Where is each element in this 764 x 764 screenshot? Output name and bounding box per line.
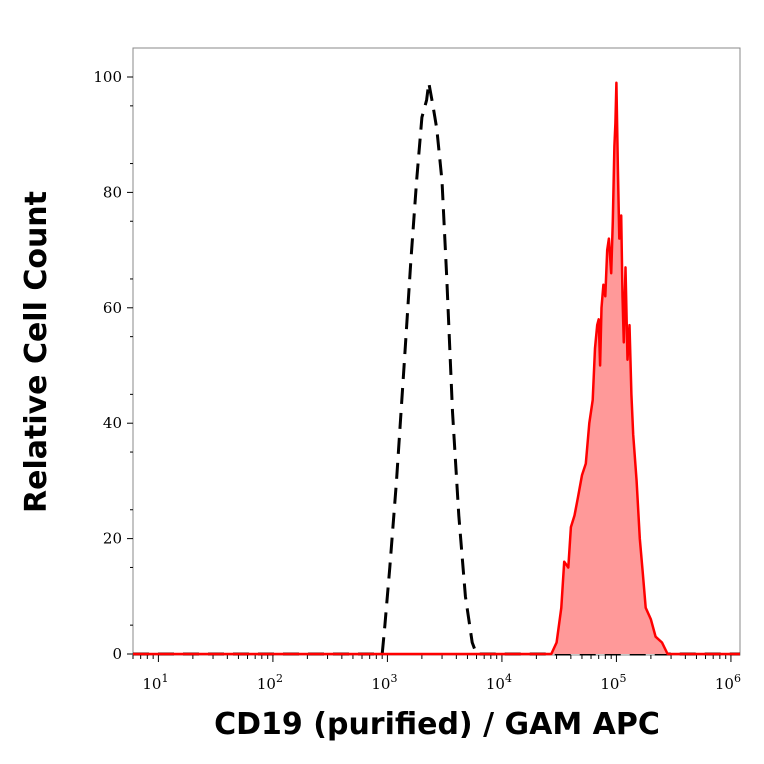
y-tick-label: 20 bbox=[103, 530, 122, 548]
x-tick-label: 104 bbox=[486, 672, 512, 693]
control-histogram-line bbox=[133, 81, 740, 656]
x-tick-label: 101 bbox=[142, 672, 168, 693]
y-tick-label: 0 bbox=[112, 645, 122, 663]
x-tick-label: 102 bbox=[257, 672, 283, 693]
x-tick-label: 106 bbox=[715, 672, 741, 693]
y-tick-label: 80 bbox=[103, 183, 122, 201]
stained-histogram-line bbox=[133, 81, 740, 656]
x-tick-label: 105 bbox=[600, 672, 626, 693]
stained-histogram-fill bbox=[133, 82, 740, 655]
y-tick-label: 60 bbox=[103, 299, 122, 317]
x-tick-label: 103 bbox=[371, 672, 397, 693]
series-layer bbox=[133, 81, 740, 656]
y-tick-label: 100 bbox=[93, 68, 122, 86]
y-axis-title: Relative Cell Count bbox=[19, 191, 54, 513]
x-axis-ticks: 101 102 103 104 105 106 bbox=[132, 655, 741, 693]
y-tick-label: 40 bbox=[103, 414, 122, 432]
x-axis-title: CD19 (purified) / GAM APC bbox=[214, 707, 660, 742]
y-axis-ticks: 0 20 40 60 80 100 bbox=[93, 68, 133, 663]
